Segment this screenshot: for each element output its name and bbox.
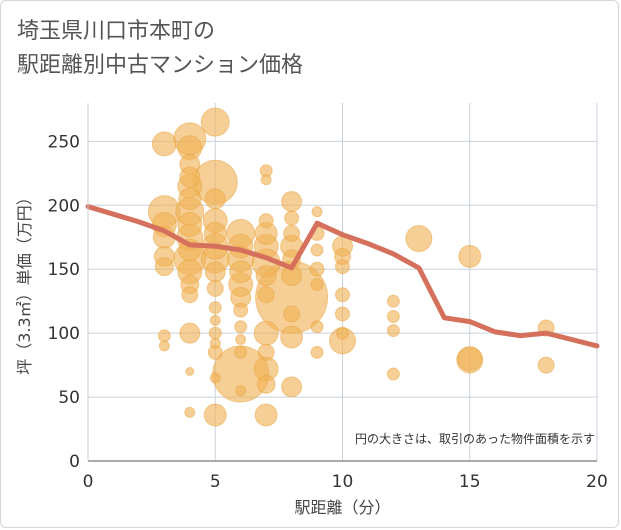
chart-title-line-2: 駅距離別中古マンション価格 xyxy=(17,53,304,78)
bubble-point xyxy=(204,261,226,283)
bubble-point xyxy=(209,372,221,384)
bubble-point xyxy=(200,107,230,137)
bubble-point xyxy=(203,221,227,245)
bubble-point xyxy=(280,325,304,349)
bubble-point xyxy=(253,320,279,346)
bubble-point xyxy=(281,190,303,212)
bubble-point xyxy=(234,320,248,334)
bubble-point xyxy=(335,259,350,275)
bubble-point xyxy=(209,314,221,326)
bubble-point xyxy=(310,320,324,334)
bubble-point xyxy=(336,326,349,340)
bubble-point xyxy=(151,131,177,157)
y-tick-label: 200 xyxy=(48,196,80,216)
bubble-point xyxy=(386,310,400,324)
average-price-line xyxy=(85,204,600,349)
bubble-point xyxy=(254,403,278,427)
bubble-point xyxy=(235,334,247,346)
bubble-point xyxy=(208,326,222,340)
bubble-point xyxy=(309,261,325,277)
bubble-point xyxy=(386,324,400,338)
y-tick-label: 100 xyxy=(48,324,80,344)
bubble-point xyxy=(260,174,272,186)
bubble-point xyxy=(179,166,201,188)
bubble-point xyxy=(185,367,195,376)
bubble-point xyxy=(206,279,224,297)
x-tick-label: 15 xyxy=(459,472,481,492)
bubble-point xyxy=(181,286,199,304)
bubble-point xyxy=(209,337,221,349)
bubble-point xyxy=(208,301,222,315)
x-tick-label: 0 xyxy=(83,472,94,492)
bubble-point xyxy=(184,406,196,418)
y-tick-label: 0 xyxy=(69,452,80,472)
bubble-size-note: 円の大きさは、取引のあった物件面積を示す xyxy=(355,431,595,446)
bubble-point xyxy=(177,211,203,237)
chart-title-line-1: 埼玉県川口市本町の xyxy=(17,19,216,44)
bubble-point xyxy=(204,188,226,210)
bubble-point xyxy=(335,306,350,322)
bubble-point xyxy=(178,187,202,211)
bubble-point xyxy=(284,210,300,226)
bubble-point xyxy=(229,260,253,284)
bubble-point xyxy=(257,286,275,304)
bubble-point xyxy=(457,346,483,372)
bubble-point xyxy=(537,356,555,374)
y-axis-title: 坪（3.3㎡）単価（万円） xyxy=(15,189,34,374)
bubble-point xyxy=(386,367,400,381)
x-tick-label: 20 xyxy=(586,472,608,492)
y-tick-label: 150 xyxy=(48,260,80,280)
bubble-point xyxy=(310,278,324,292)
chart-title: 埼玉県川口市本町の 駅距離別中古マンション価格 xyxy=(17,15,303,83)
bubble-point xyxy=(256,374,276,394)
bubble-point xyxy=(310,345,324,359)
bubble-point xyxy=(335,287,350,303)
bubble-point xyxy=(283,224,301,242)
bubble-point xyxy=(233,302,249,318)
bubble-point xyxy=(405,225,433,253)
x-axis-title: 駅距離（分） xyxy=(294,498,390,517)
bubble-point xyxy=(157,329,171,343)
bubble-point xyxy=(255,265,277,287)
x-tick-label: 10 xyxy=(332,472,354,492)
bubble-point xyxy=(203,403,227,427)
bubble-point xyxy=(258,213,274,229)
x-tick-label: 5 xyxy=(210,472,221,492)
bubble-point xyxy=(281,376,303,398)
y-tick-label: 50 xyxy=(58,388,80,408)
bubble-point xyxy=(310,243,324,257)
bubble-point xyxy=(235,385,247,397)
bubble-point xyxy=(458,244,482,268)
bubble-point xyxy=(154,257,174,277)
bubble-point xyxy=(283,305,301,323)
bubble-point xyxy=(311,206,323,218)
bubble-point xyxy=(386,294,400,308)
bubble-point xyxy=(257,343,275,361)
bubble-point xyxy=(234,345,248,359)
y-tick-label: 250 xyxy=(48,132,80,152)
bubble-point xyxy=(158,340,170,352)
bubble-point xyxy=(179,322,201,344)
